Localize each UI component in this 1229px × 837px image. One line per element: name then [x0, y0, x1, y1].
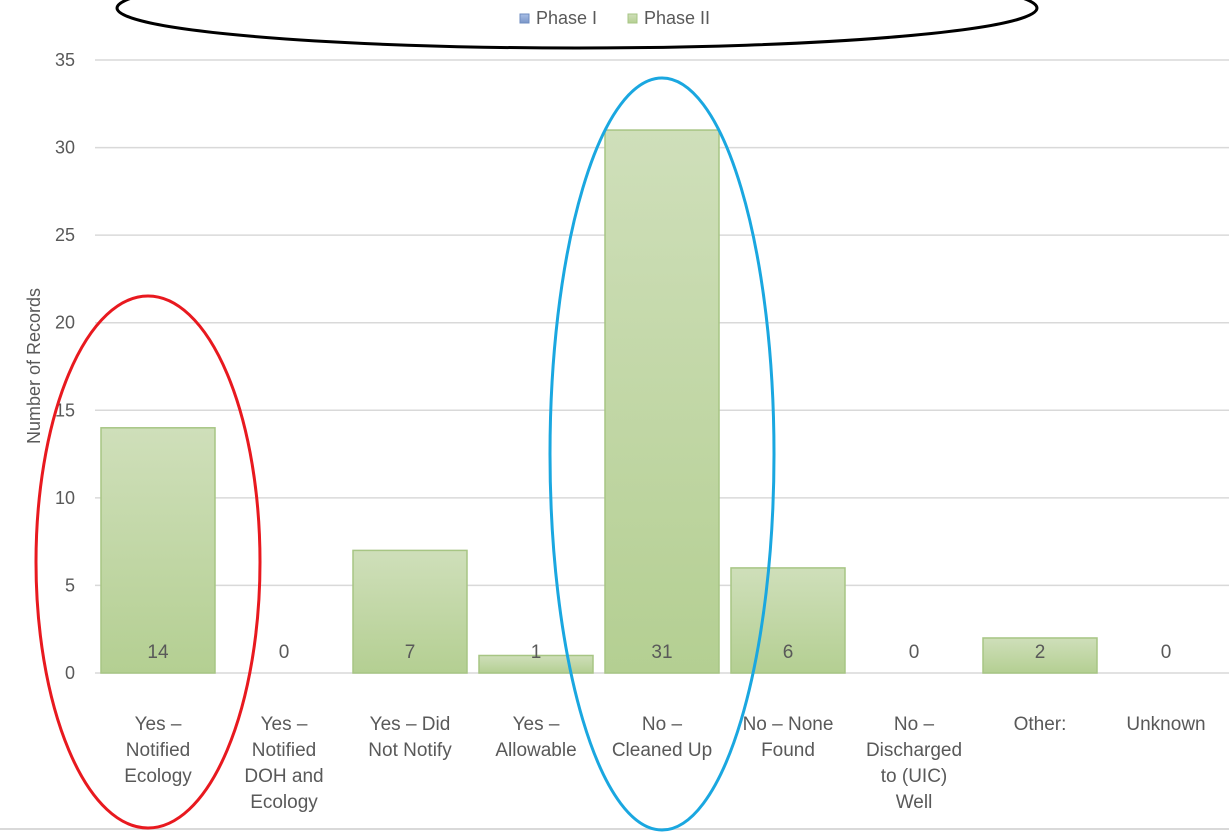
data-label: 1 — [531, 642, 542, 663]
y-tick-label: 30 — [55, 138, 75, 158]
data-label: 14 — [147, 642, 169, 663]
data-labels: 14 0 7 1 31 6 0 2 0 — [147, 642, 1171, 663]
bar-phase-ii — [352, 549, 468, 674]
data-label: 2 — [1035, 642, 1046, 663]
y-tick-label: 35 — [55, 50, 75, 70]
y-axis: 0 5 10 15 20 25 30 35 Number of Records — [24, 50, 75, 683]
y-tick-label: 20 — [55, 313, 75, 333]
data-label: 0 — [1161, 642, 1172, 663]
category-highlight-ellipse — [548, 76, 776, 832]
x-tick-label: Other: — [1014, 714, 1067, 735]
x-tick-label: Yes – Did Not Notify — [368, 714, 452, 761]
bar-phase-ii — [730, 567, 846, 674]
x-tick-label: No – Discharged to (UIC) Well — [866, 714, 962, 813]
legend-label: Phase I — [536, 8, 597, 28]
bar-phase-ii — [100, 427, 216, 674]
y-axis-title: Number of Records — [24, 288, 44, 444]
x-tick-label: No – Cleaned Up — [612, 714, 712, 761]
data-label: 6 — [783, 642, 794, 663]
data-label: 31 — [651, 642, 672, 663]
y-tick-label: 0 — [65, 663, 75, 683]
legend: Phase I Phase II — [519, 8, 710, 28]
bar-phase-ii — [604, 129, 720, 674]
data-label: 7 — [405, 642, 416, 663]
x-axis: Yes – Notified Ecology Yes – Notified DOH and… — [0, 714, 1229, 830]
data-label: 0 — [909, 642, 920, 663]
data-label: 0 — [279, 642, 290, 663]
y-tick-label: 25 — [55, 225, 75, 245]
y-tick-label: 5 — [65, 575, 75, 595]
x-tick-label: Yes – Allowable — [495, 714, 576, 761]
x-tick-label: Yes – Notified Ecology — [124, 714, 192, 787]
x-tick-label: No – None Found — [743, 714, 834, 761]
y-tick-label: 15 — [55, 400, 75, 420]
x-tick-label: Unknown — [1126, 714, 1205, 735]
bar-phase-ii — [478, 654, 594, 674]
legend-label: Phase II — [644, 8, 710, 28]
y-tick-label: 10 — [55, 488, 75, 508]
bars — [100, 129, 1098, 674]
legend-highlight-ellipse — [115, 0, 1039, 50]
category-highlight-ellipse — [34, 294, 262, 830]
x-tick-label: Yes – Notified DOH and Ecology — [244, 714, 323, 813]
bar-phase-ii — [982, 637, 1098, 674]
annotations — [34, 0, 1039, 832]
legend-swatch — [519, 13, 530, 24]
legend-swatch — [627, 13, 638, 24]
